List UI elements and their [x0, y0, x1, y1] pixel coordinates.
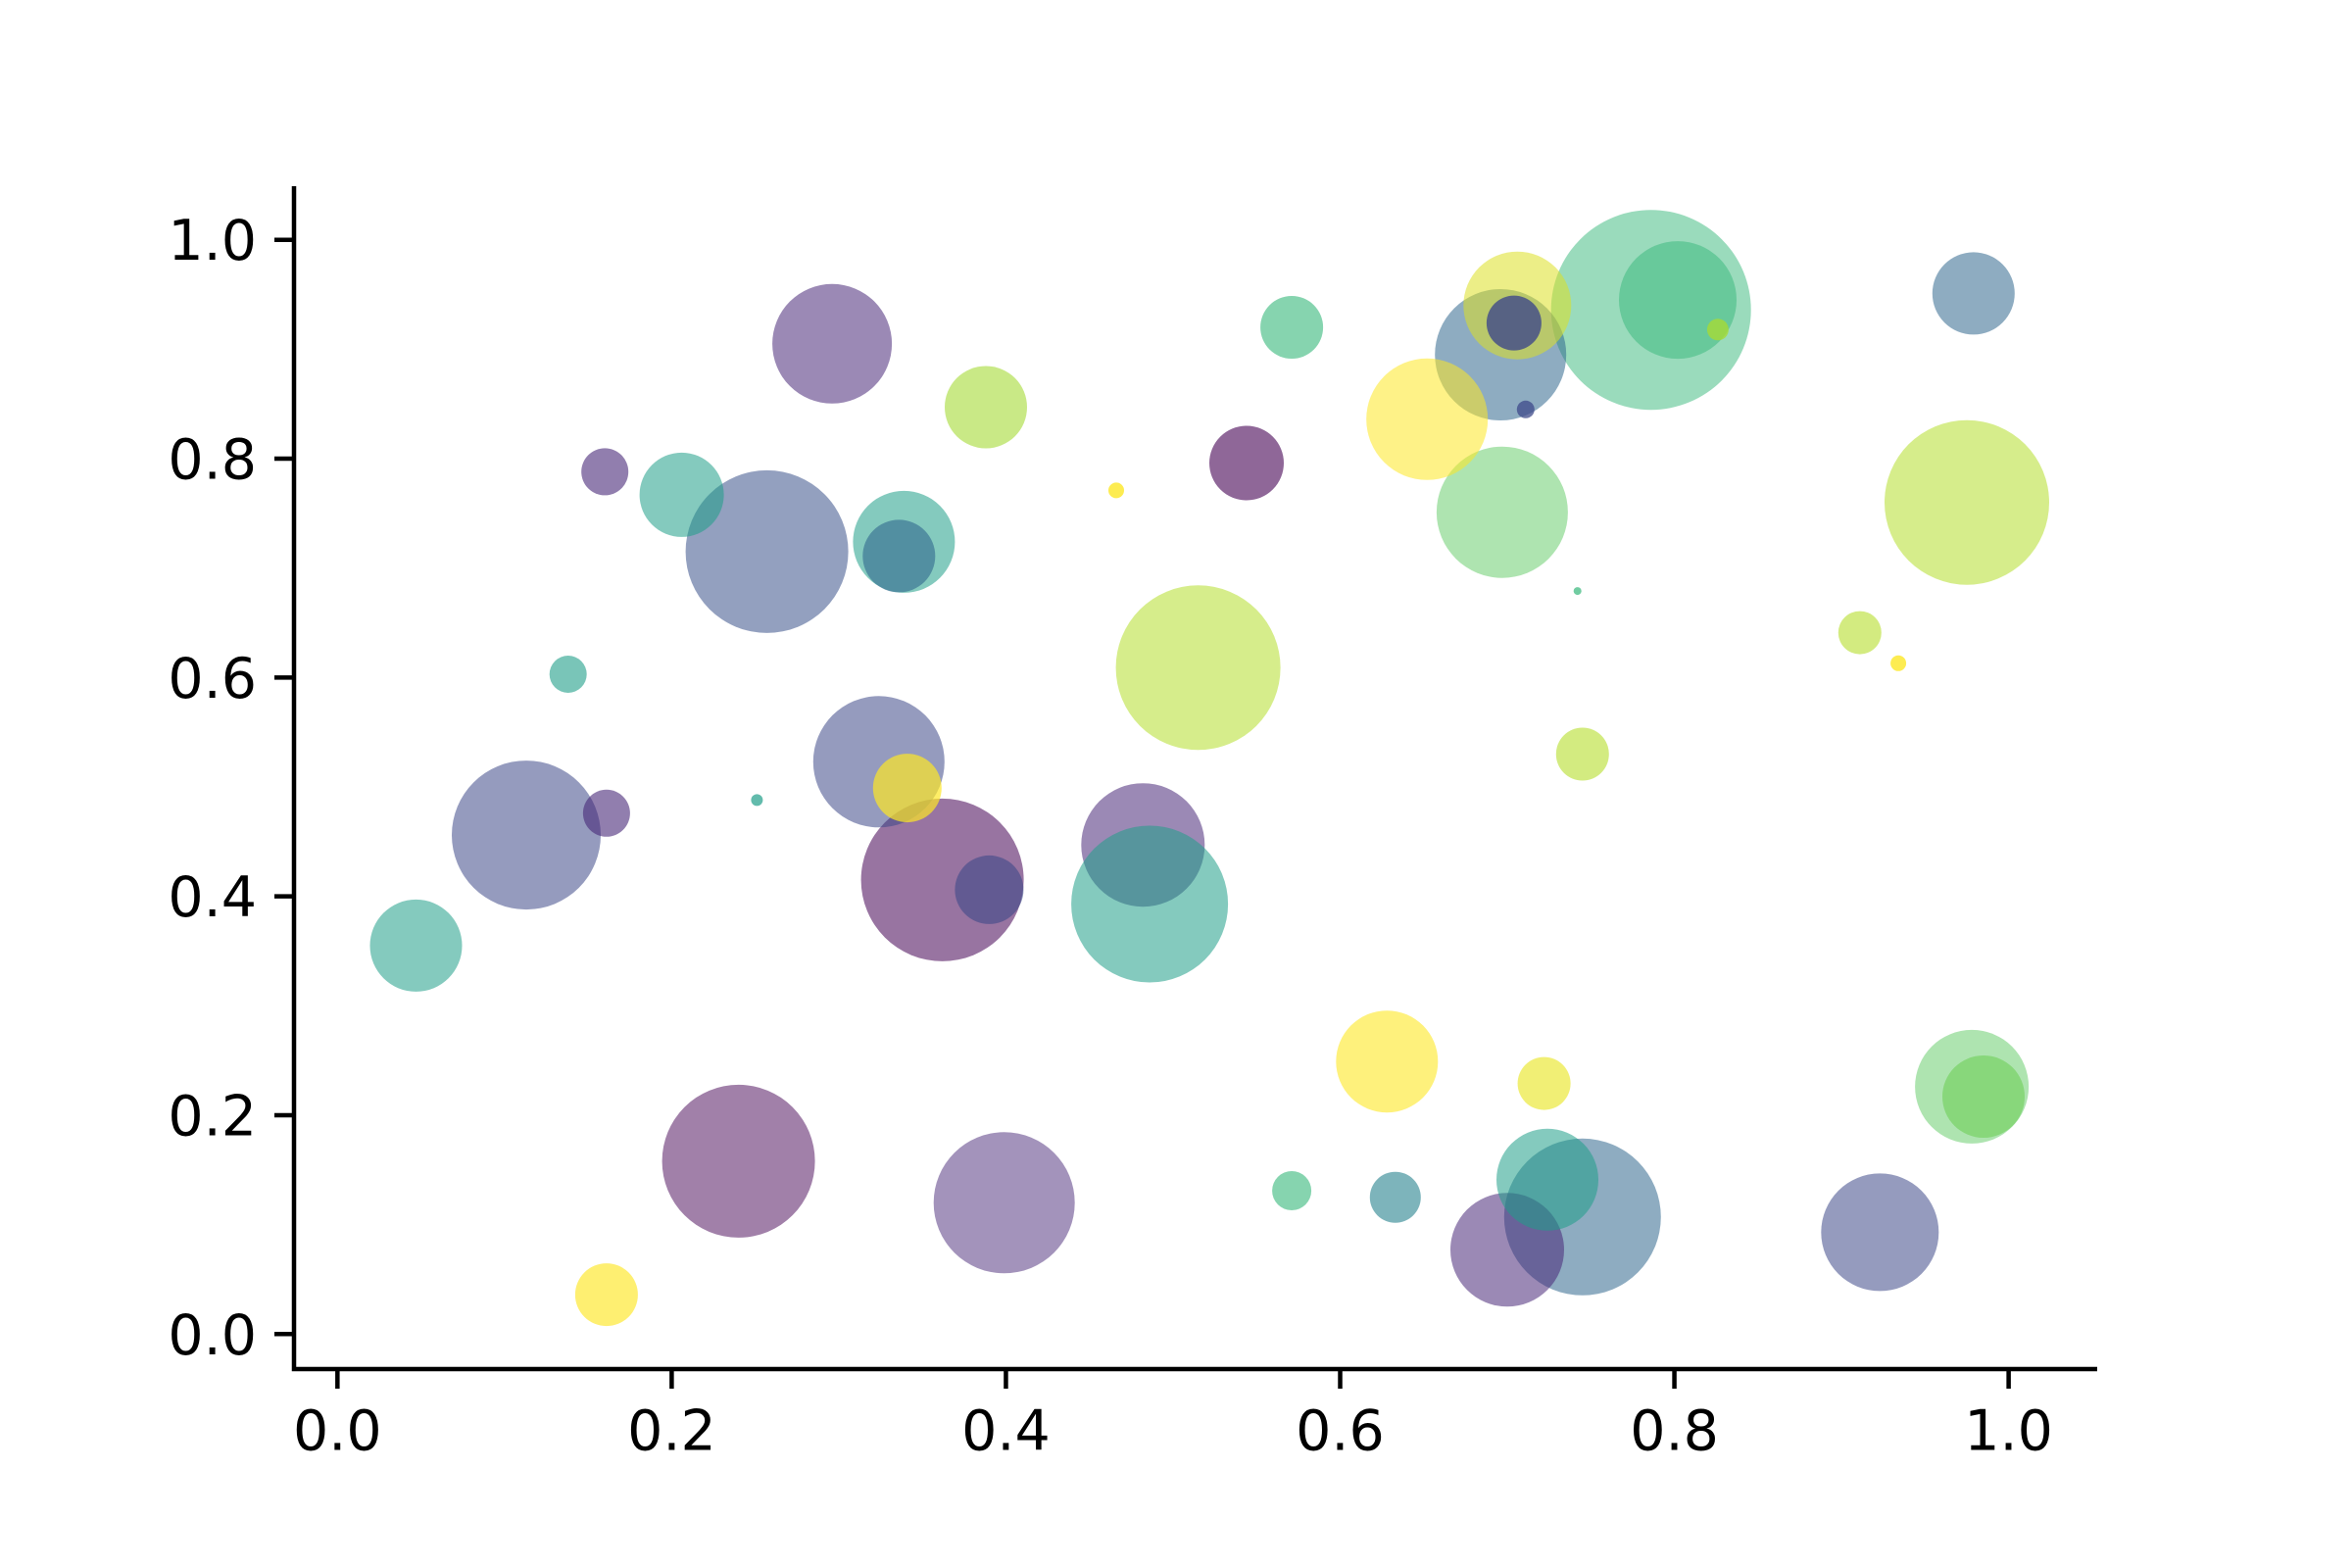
bubble-42 [1272, 1171, 1312, 1210]
bubble-31 [1209, 425, 1284, 501]
bubble-33 [1260, 296, 1324, 359]
y-tick-label-1: 0.2 [168, 1084, 257, 1149]
bubble-10 [1496, 1128, 1598, 1231]
x-tick-label-3: 0.6 [1296, 1398, 1385, 1463]
bubble-2 [1885, 419, 2049, 585]
bubble-1 [1619, 241, 1737, 360]
y-tick-label-5: 1.0 [168, 209, 257, 273]
bubble-3 [1115, 585, 1281, 751]
bubble-13 [933, 1132, 1075, 1274]
bubble-4 [685, 469, 849, 633]
bubble-34 [574, 1263, 638, 1327]
bubble-35 [1486, 295, 1542, 351]
bubble-47 [1890, 655, 1907, 671]
bubble-28 [945, 366, 1027, 449]
bubble-14 [1436, 446, 1568, 578]
bubble-32 [955, 855, 1024, 924]
bubble-26 [1336, 1010, 1439, 1113]
bubble-30 [1932, 252, 2015, 335]
y-tick-label-4: 0.8 [168, 428, 257, 493]
bubble-48 [751, 794, 763, 807]
bubble-11 [662, 1084, 815, 1238]
x-tick-label-1: 0.2 [627, 1398, 716, 1463]
bubble-40 [582, 789, 630, 837]
bubble-18 [1366, 358, 1489, 480]
bubble-7 [1071, 825, 1229, 983]
bubble-25 [862, 519, 936, 593]
x-tick-label-0: 0.0 [293, 1398, 382, 1463]
y-tick-label-2: 0.4 [168, 865, 257, 930]
bubble-46 [1516, 400, 1535, 418]
bubble-45 [1108, 482, 1124, 499]
bubble-41 [1838, 611, 1882, 655]
bubble-36 [1555, 727, 1609, 781]
y-tick-label-3: 0.6 [168, 647, 257, 711]
bubble-29 [639, 452, 724, 537]
bubble-44 [1706, 318, 1729, 341]
bubble-38 [1369, 1171, 1421, 1223]
x-tick-label-5: 1.0 [1964, 1398, 2053, 1463]
bubble-16 [872, 754, 942, 823]
bubble-12 [452, 760, 601, 910]
bubble-22 [1942, 1055, 2025, 1138]
x-tick-label-4: 0.8 [1630, 1398, 1719, 1463]
y-tick-label-0: 0.0 [168, 1303, 257, 1368]
bubble-19 [772, 283, 893, 404]
bubble-27 [369, 899, 463, 992]
bubble-43 [549, 656, 587, 693]
bubble-20 [1821, 1173, 1939, 1292]
bubble-37 [1517, 1056, 1571, 1110]
bubble-49 [1573, 587, 1582, 596]
axes-spines [291, 186, 2097, 1372]
x-tick-label-2: 0.4 [961, 1398, 1051, 1463]
bubble-39 [581, 448, 629, 496]
